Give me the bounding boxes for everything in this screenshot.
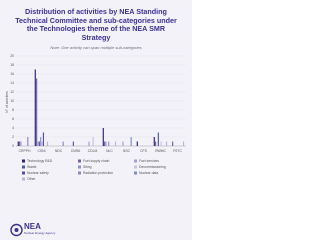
y-tick-label: 14 <box>10 81 14 85</box>
x-tick-label: CNRA <box>71 149 81 153</box>
bar <box>46 141 49 146</box>
legend-label: Fuel supply chain <box>83 159 110 163</box>
x-tick-label: FSTC <box>173 149 182 153</box>
bar <box>88 141 90 146</box>
legend-label: Nuclear safety <box>27 171 49 175</box>
y-tick-label: 4 <box>12 126 14 130</box>
bar <box>37 141 39 146</box>
y-tick-label: 2 <box>12 135 14 139</box>
bar <box>104 141 106 146</box>
bar <box>153 137 155 146</box>
y-tick-label: 6 <box>12 117 14 121</box>
page: Distribution of activities by NEA Standi… <box>0 0 192 240</box>
bar <box>92 137 94 146</box>
bar <box>38 141 40 146</box>
legend-label: Technology R&D <box>27 159 53 163</box>
bar <box>105 141 107 146</box>
legend-label: Siting <box>83 165 92 169</box>
y-tick-label: 18 <box>10 63 14 67</box>
bar <box>130 137 132 146</box>
legend-swatch <box>78 165 81 169</box>
bar <box>41 141 43 146</box>
legend-swatch <box>22 165 25 169</box>
bar <box>34 69 36 146</box>
y-tick-label: 20 <box>10 54 14 58</box>
x-tick-label: CFS <box>140 149 148 153</box>
bar <box>114 141 117 146</box>
logo-icon <box>10 223 23 237</box>
legend-label: Radiation protection <box>83 171 113 175</box>
bar <box>165 141 168 146</box>
bar <box>136 141 138 146</box>
bar <box>27 137 29 146</box>
legend-swatch <box>22 171 25 175</box>
x-tick-label: CRPPH <box>19 149 31 153</box>
bar <box>172 141 174 146</box>
chart-title: Distribution of activities by NEA Standi… <box>15 7 177 42</box>
legend-swatch <box>134 159 137 163</box>
x-tick-label: RWMC <box>155 149 166 153</box>
bar <box>102 128 104 146</box>
x-tick-label: CSNI <box>37 149 45 153</box>
bar <box>42 132 45 146</box>
logo-subtitle: Nuclear Energy Agency <box>24 231 56 235</box>
legend-label: Other <box>27 177 36 181</box>
bar <box>40 137 42 146</box>
x-tick-label: NDC <box>55 149 63 153</box>
bar <box>36 78 38 146</box>
y-tick-label: 0 <box>12 144 14 148</box>
bar <box>160 141 162 146</box>
legend-swatch <box>134 165 137 169</box>
bar <box>157 132 159 146</box>
y-tick-label: 10 <box>10 99 14 103</box>
chart: N° of activities 0 2 4 6 8 10 12 14 16 18 20 CRPPH C… <box>5 54 186 181</box>
bar <box>122 141 124 146</box>
y-tick-label: 8 <box>12 108 14 112</box>
x-tick-label: CDLM <box>88 149 98 153</box>
legend-swatch <box>78 171 81 175</box>
legend-swatch <box>22 159 25 163</box>
x-tick-label: NLC <box>106 149 113 153</box>
x-tick-label: NSC <box>123 149 131 153</box>
bar <box>19 141 21 146</box>
legend-label: Waste <box>27 165 37 169</box>
y-axis-label: N° of activities <box>5 91 9 113</box>
y-tick-label: 12 <box>10 90 14 94</box>
logo-name: NEA <box>24 222 41 231</box>
bar <box>62 141 64 146</box>
legend-swatch <box>22 177 25 181</box>
bar <box>182 141 185 146</box>
legend-label: Nuclear data <box>139 171 158 175</box>
legend-label: Fuel services <box>139 159 159 163</box>
y-tick-label: 16 <box>10 72 14 76</box>
bar <box>72 141 74 146</box>
bar <box>20 141 22 146</box>
bar <box>155 141 157 146</box>
bar <box>108 141 110 146</box>
bar <box>17 141 19 146</box>
logo: NEA Nuclear Energy Agency <box>10 222 70 238</box>
legend-swatch <box>78 159 81 163</box>
legend-swatch <box>134 171 137 175</box>
chart-note: Note: One activity can span multiple sub… <box>50 45 142 50</box>
legend-label: Decommissioning <box>139 165 166 169</box>
